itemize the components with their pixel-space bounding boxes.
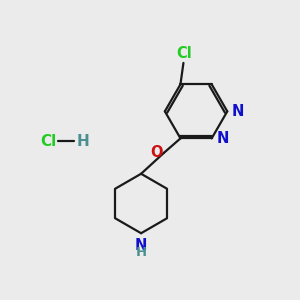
- Text: O: O: [150, 145, 163, 160]
- Text: H: H: [136, 246, 147, 259]
- Text: N: N: [232, 104, 244, 119]
- Text: Cl: Cl: [176, 46, 192, 61]
- Text: N: N: [216, 131, 229, 146]
- Text: H: H: [76, 134, 89, 148]
- Text: Cl: Cl: [40, 134, 56, 148]
- Text: N: N: [135, 238, 147, 253]
